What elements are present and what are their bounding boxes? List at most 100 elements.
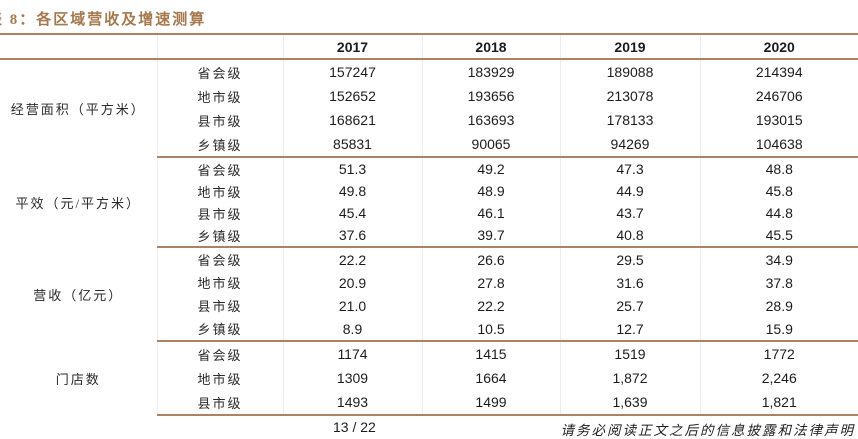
empty-header-cell bbox=[156, 34, 283, 60]
table-row: 县市级 45.4 46.1 43.7 44.8 bbox=[0, 202, 858, 224]
row-label: 地市级 bbox=[156, 271, 283, 294]
cell-value: 48.9 bbox=[421, 180, 560, 202]
cell-value: 37.8 bbox=[699, 271, 858, 294]
cell-value: 1499 bbox=[421, 390, 560, 416]
page-number: 13 / 22 bbox=[333, 419, 376, 435]
table-row: 县市级 168621 163693 178133 193015 bbox=[0, 108, 858, 132]
cell-value: 1309 bbox=[282, 366, 422, 390]
row-label: 县市级 bbox=[156, 294, 283, 317]
table-row: 县市级 21.0 22.2 25.7 28.9 bbox=[0, 294, 858, 317]
row-label: 县市级 bbox=[156, 390, 283, 416]
cell-value: 2,246 bbox=[699, 366, 858, 390]
cell-value: 44.9 bbox=[559, 180, 700, 202]
row-label: 乡镇级 bbox=[156, 224, 283, 248]
cell-value: 45.4 bbox=[282, 202, 422, 224]
table-title: 表 8：各区域营收及增速测算 bbox=[0, 12, 207, 28]
cell-value: 37.6 bbox=[282, 224, 422, 248]
section-operating-area: 经营面积（平方米） 省会级 157247 183929 189088 21439… bbox=[0, 59, 858, 158]
cell-value: 1493 bbox=[282, 390, 422, 416]
cell-value: 163693 bbox=[421, 108, 560, 132]
cell-value: 214394 bbox=[699, 59, 858, 84]
table-row: 平效（元/平方米） 省会级 51.3 49.2 47.3 48.8 bbox=[0, 157, 858, 211]
row-label: 乡镇级 bbox=[156, 317, 283, 342]
table-row: 地市级 20.9 27.8 31.6 37.8 bbox=[0, 271, 858, 294]
cell-value: 45.8 bbox=[699, 180, 858, 202]
cell-value: 12.7 bbox=[559, 317, 700, 342]
year-header-2017: 2017 bbox=[282, 34, 422, 60]
row-label: 县市级 bbox=[156, 202, 283, 224]
table-row: 乡镇级 8.9 10.5 12.7 15.9 bbox=[0, 317, 858, 342]
cell-value: 193015 bbox=[699, 108, 858, 132]
cell-value: 31.6 bbox=[559, 271, 700, 294]
row-label: 省会级 bbox=[156, 157, 283, 180]
cell-value: 1,821 bbox=[699, 390, 858, 416]
year-header-2020: 2020 bbox=[699, 34, 858, 60]
cell-value: 51.3 bbox=[282, 157, 422, 180]
cell-value: 48.8 bbox=[699, 157, 858, 180]
cell-value: 1772 bbox=[699, 341, 858, 366]
cell-value: 22.2 bbox=[421, 294, 560, 317]
empty-header-cell bbox=[0, 34, 157, 60]
table-row: 县市级 1493 1499 1,639 1,821 bbox=[0, 390, 858, 416]
section-label: 经营面积（平方米） bbox=[10, 102, 146, 117]
cell-value: 43.7 bbox=[559, 202, 700, 224]
cell-value: 22.2 bbox=[282, 247, 422, 271]
table-row: 经营面积（平方米） 省会级 157247 183929 189088 21439… bbox=[0, 59, 858, 117]
cell-value: 90065 bbox=[421, 132, 560, 158]
cell-value: 46.1 bbox=[421, 202, 560, 224]
cell-value: 49.8 bbox=[282, 180, 422, 202]
cell-value: 26.6 bbox=[421, 247, 560, 271]
cell-value: 1664 bbox=[421, 366, 560, 390]
cell-value: 85831 bbox=[282, 132, 422, 158]
disclaimer-text: 请务必阅读正文之后的信息披露和法律声明 bbox=[560, 423, 855, 438]
year-header-row: 2017 2018 2019 2020 bbox=[0, 34, 858, 60]
table-row: 乡镇级 37.6 39.7 40.8 45.5 bbox=[0, 224, 858, 248]
cell-value: 104638 bbox=[699, 132, 858, 158]
cell-value: 189088 bbox=[559, 59, 700, 84]
table-row: 门店数 省会级 1174 1415 1519 1772 bbox=[0, 341, 858, 387]
row-label: 乡镇级 bbox=[156, 132, 283, 158]
table-row: 地市级 1309 1664 1,872 2,246 bbox=[0, 366, 858, 390]
cell-value: 168621 bbox=[282, 108, 422, 132]
table-row: 营收（亿元） 省会级 22.2 26.6 29.5 34.9 bbox=[0, 247, 858, 303]
cell-value: 28.9 bbox=[699, 294, 858, 317]
cell-value: 94269 bbox=[559, 132, 700, 158]
section-revenue: 营收（亿元） 省会级 22.2 26.6 29.5 34.9 地市级 20.9 … bbox=[0, 247, 858, 342]
cell-value: 10.5 bbox=[421, 317, 560, 342]
cell-value: 25.7 bbox=[559, 294, 700, 317]
cell-value: 193656 bbox=[421, 84, 560, 108]
cell-value: 157247 bbox=[282, 59, 422, 84]
cell-value: 152652 bbox=[282, 84, 422, 108]
table-row: 乡镇级 85831 90065 94269 104638 bbox=[0, 132, 858, 158]
cell-value: 8.9 bbox=[282, 317, 422, 342]
cell-value: 45.5 bbox=[699, 224, 858, 248]
cell-value: 183929 bbox=[421, 59, 560, 84]
cell-value: 178133 bbox=[559, 108, 700, 132]
section-label: 平效（元/平方米） bbox=[15, 195, 142, 211]
table-row: 地市级 152652 193656 213078 246706 bbox=[0, 84, 858, 108]
cell-value: 39.7 bbox=[421, 224, 560, 248]
cell-value: 20.9 bbox=[282, 271, 422, 294]
cell-value: 1519 bbox=[559, 341, 700, 366]
cell-value: 213078 bbox=[559, 84, 700, 108]
section-sales-per-sqm: 平效（元/平方米） 省会级 51.3 49.2 47.3 48.8 地市级 49… bbox=[0, 157, 858, 248]
row-label: 省会级 bbox=[156, 59, 283, 84]
section-store-count: 门店数 省会级 1174 1415 1519 1772 地市级 1309 166… bbox=[0, 341, 858, 416]
section-label: 营收（亿元） bbox=[33, 287, 124, 303]
year-header-2019: 2019 bbox=[559, 34, 700, 60]
row-label: 地市级 bbox=[156, 180, 283, 202]
cell-value: 1,872 bbox=[559, 366, 700, 390]
cell-value: 44.8 bbox=[699, 202, 858, 224]
cell-value: 40.8 bbox=[559, 224, 700, 248]
section-label: 门店数 bbox=[55, 371, 101, 387]
row-label: 省会级 bbox=[156, 247, 283, 271]
row-label: 省会级 bbox=[156, 341, 283, 366]
cell-value: 49.2 bbox=[421, 157, 560, 180]
cell-value: 27.8 bbox=[421, 271, 560, 294]
cell-value: 21.0 bbox=[282, 294, 422, 317]
cell-value: 29.5 bbox=[559, 247, 700, 271]
cell-value: 47.3 bbox=[559, 157, 700, 180]
row-label: 县市级 bbox=[156, 108, 283, 132]
cell-value: 246706 bbox=[699, 84, 858, 108]
cell-value: 15.9 bbox=[699, 317, 858, 342]
